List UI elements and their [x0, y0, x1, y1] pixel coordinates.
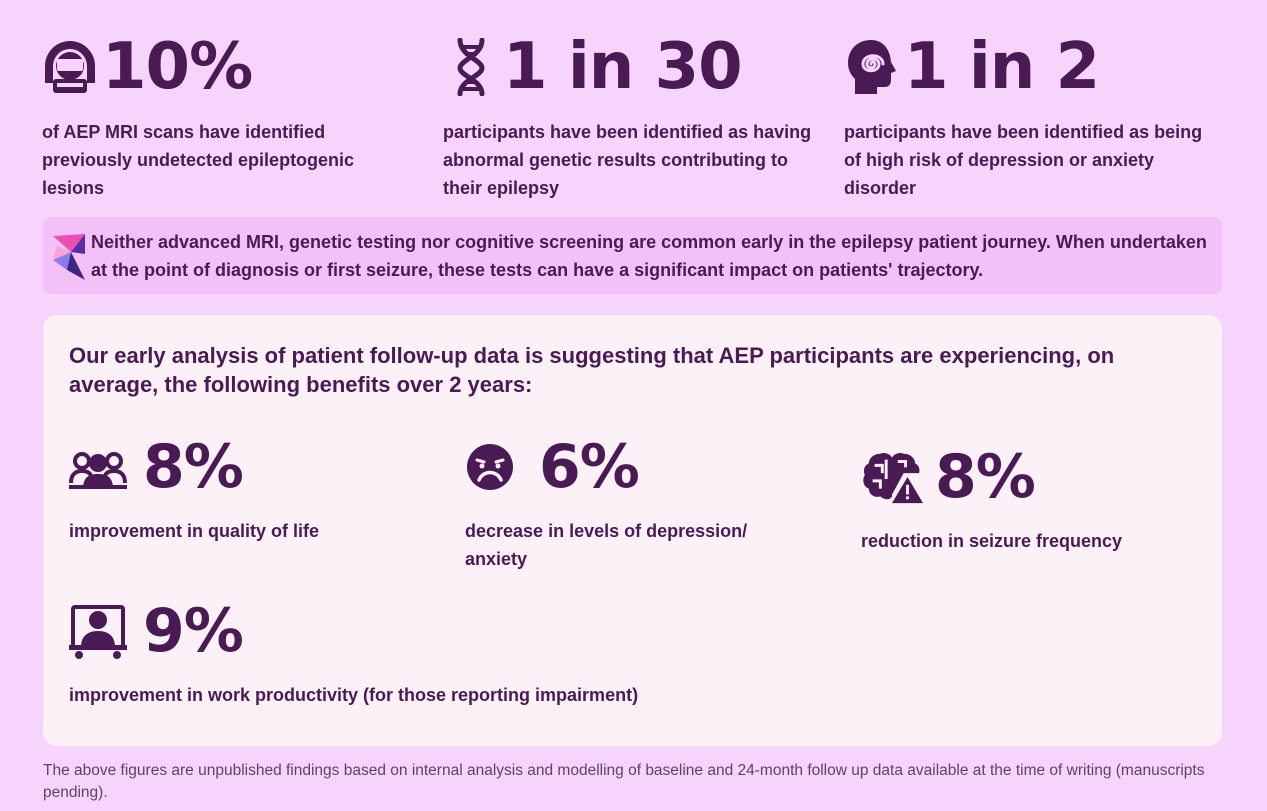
benefit-value: 6%	[539, 432, 640, 502]
benefit-description: decrease in levels of depression/ anxiet…	[465, 521, 748, 569]
benefits-intro: Our early analysis of patient follow-up …	[69, 343, 1115, 397]
benefit-description: improvement in quality of life	[69, 521, 320, 541]
benefit-value: 9%	[143, 596, 244, 666]
stat-description: of AEP MRI scans have identified previou…	[42, 122, 355, 198]
brain-warning-icon	[861, 447, 923, 507]
benefit-work-productivity: 9% improvement in work productivity (for…	[69, 599, 769, 709]
info-banner: Neither advanced MRI, genetic testing no…	[43, 217, 1222, 294]
benefit-depression-anxiety: 6% decrease in levels of depression/ anx…	[465, 435, 805, 573]
sad-face-icon	[465, 437, 527, 497]
dna-icon	[443, 37, 499, 97]
aep-logo-icon	[43, 230, 91, 282]
footnote: The above figures are unpublished findin…	[43, 762, 1205, 801]
stat-value: 1 in 30	[503, 30, 743, 104]
benefit-value: 8%	[935, 442, 1036, 512]
benefit-description: reduction in seizure frequency	[861, 531, 1123, 551]
stat-depression-risk: 1 in 2 participants have been identified…	[844, 34, 1214, 202]
stat-value: 10%	[102, 30, 253, 104]
benefits-panel: Our early analysis of patient follow-up …	[43, 315, 1222, 746]
benefit-value: 8%	[143, 432, 244, 502]
head-spiral-icon	[844, 37, 900, 97]
stat-description: participants have been identified as hav…	[443, 122, 812, 198]
stat-mri: 10% of AEP MRI scans have identified pre…	[42, 34, 412, 202]
banner-text: Neither advanced MRI, genetic testing no…	[91, 231, 1207, 280]
benefit-seizure-frequency: 8% reduction in seizure frequency	[861, 445, 1201, 555]
stat-value: 1 in 2	[904, 30, 1100, 104]
benefit-quality-of-life: 8% improvement in quality of life	[69, 435, 429, 545]
stat-genetic: 1 in 30 participants have been identifie…	[443, 34, 813, 202]
people-group-icon	[69, 437, 131, 497]
mri-scanner-icon	[42, 37, 98, 97]
benefit-description: improvement in work productivity (for th…	[69, 685, 639, 705]
person-at-screen-icon	[69, 601, 131, 661]
stat-description: participants have been identified as bei…	[844, 122, 1203, 198]
